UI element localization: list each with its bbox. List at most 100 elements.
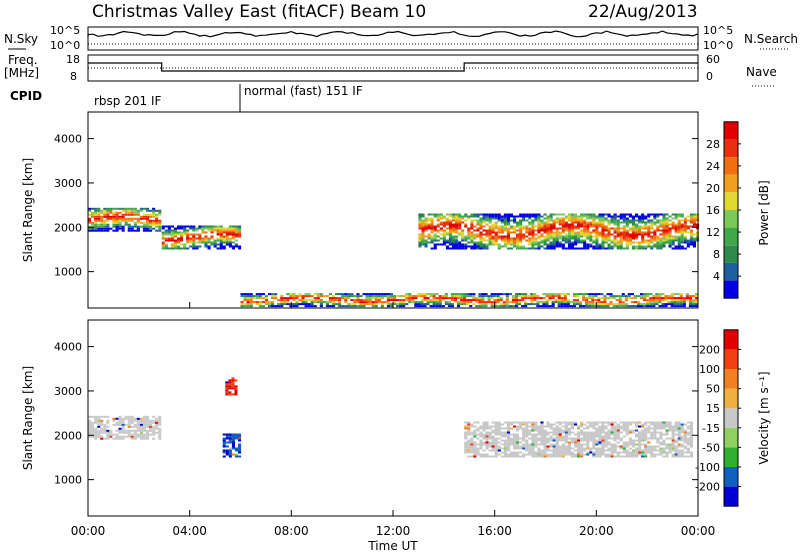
echo-cell	[641, 225, 645, 228]
echo-cell	[225, 227, 229, 230]
echo-cell	[457, 305, 461, 308]
echo-cell	[552, 213, 556, 216]
echo-cell	[625, 449, 629, 452]
echo-cell	[592, 453, 596, 456]
echo-cell	[686, 425, 690, 428]
echo-cell	[641, 245, 645, 248]
echo-cell	[146, 209, 150, 212]
echo-cell	[635, 241, 639, 244]
echo-cell	[231, 383, 235, 386]
echo-cell	[121, 435, 125, 438]
echo-cell	[543, 247, 547, 250]
echo-cell	[679, 305, 683, 308]
echo-cell	[368, 301, 372, 304]
echo-cell	[100, 415, 104, 418]
echo-cell	[659, 237, 663, 240]
echo-cell	[170, 245, 174, 248]
echo-cell	[473, 237, 477, 240]
echo-cell	[158, 225, 162, 228]
echo-cell	[513, 439, 517, 442]
echo-cell	[595, 247, 599, 250]
echo-cell	[515, 303, 519, 306]
echo-cell	[485, 239, 489, 242]
echo-cell	[635, 439, 639, 442]
echo-cell	[424, 227, 428, 230]
echo-cell	[439, 217, 443, 220]
echo-cell	[238, 245, 242, 248]
echo-cell	[589, 237, 593, 240]
echo-cell	[635, 233, 639, 236]
echo-cell	[503, 435, 507, 438]
echo-cell	[540, 225, 544, 228]
echo-cell	[586, 445, 590, 448]
echo-cell	[689, 231, 693, 234]
echo-cell	[445, 217, 449, 220]
echo-cell	[362, 303, 366, 306]
echo-cell	[616, 435, 620, 438]
echo-cell	[622, 443, 626, 446]
xtick-label: 04:00	[172, 524, 207, 538]
echo-cell	[604, 455, 608, 458]
echo-cell	[183, 243, 187, 246]
echo-cell	[485, 213, 489, 216]
velocity-echoes	[88, 377, 693, 458]
echo-cell	[479, 455, 483, 458]
echo-cell	[121, 225, 125, 228]
echo-cell	[570, 241, 574, 244]
echo-cell	[567, 223, 571, 226]
echo-cell	[506, 441, 510, 444]
echo-cell	[494, 221, 498, 224]
echo-cell	[665, 219, 669, 222]
echo-cell	[307, 295, 311, 298]
echo-cell	[173, 241, 177, 244]
echo-cell	[130, 227, 134, 230]
echo-cell	[513, 221, 517, 224]
echo-cell	[146, 421, 150, 424]
echo-cell	[537, 443, 541, 446]
echo-cell	[189, 239, 193, 242]
echo-cell	[292, 295, 296, 298]
echo-cell	[328, 305, 332, 308]
echo-cell	[650, 221, 654, 224]
echo-cell	[158, 229, 162, 232]
colorbar-tick-label: -50	[702, 441, 720, 454]
echo-cell	[442, 229, 446, 232]
echo-cell	[479, 231, 483, 234]
echo-cell	[542, 305, 546, 308]
echo-cell	[491, 431, 495, 434]
echo-cell	[586, 221, 590, 224]
echo-cell	[313, 299, 317, 302]
echo-cell	[561, 443, 565, 446]
echo-cell	[210, 229, 214, 232]
echo-cell	[353, 299, 357, 302]
echo-cell	[494, 233, 498, 236]
power-echoes	[88, 207, 700, 308]
echo-cell	[161, 237, 165, 240]
echo-cell	[591, 297, 595, 300]
echo-cell	[100, 431, 104, 434]
echo-cell	[641, 451, 645, 454]
echo-cell	[537, 213, 541, 216]
echo-cell	[118, 431, 122, 434]
echo-cell	[115, 433, 119, 436]
echo-cell	[644, 231, 648, 234]
echo-cell	[595, 453, 599, 456]
echo-cell	[588, 293, 592, 296]
echo-cell	[607, 243, 611, 246]
echo-cell	[558, 235, 562, 238]
echo-cell	[161, 245, 165, 248]
echo-cell	[622, 441, 626, 444]
echo-cell	[533, 293, 537, 296]
echo-cell	[613, 221, 617, 224]
echo-cell	[531, 421, 535, 424]
echo-cell	[421, 215, 425, 218]
echo-cell	[543, 435, 547, 438]
echo-cell	[656, 213, 660, 216]
echo-cell	[686, 231, 690, 234]
echo-cell	[613, 433, 617, 436]
echo-cell	[155, 229, 159, 232]
echo-cell	[588, 305, 592, 308]
echo-cell	[689, 441, 693, 444]
echo-cell	[146, 423, 150, 426]
echo-cell	[647, 425, 651, 428]
